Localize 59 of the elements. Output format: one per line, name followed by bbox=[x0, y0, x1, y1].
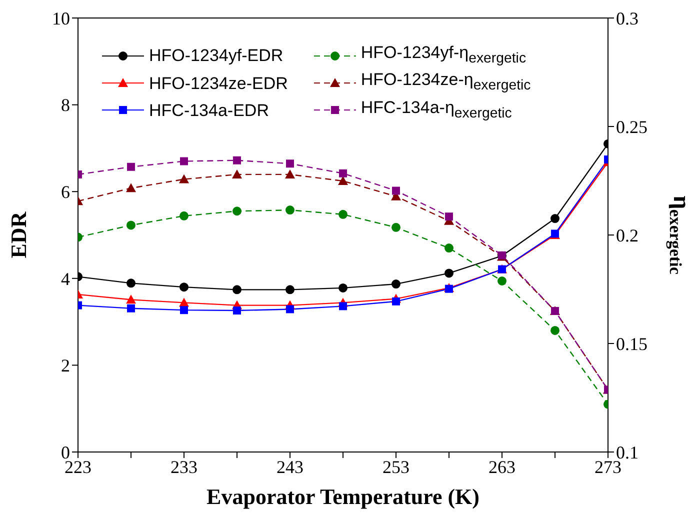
point bbox=[126, 278, 136, 288]
legend-label: HFO-1234ze-η$_{exergetic}$ bbox=[360, 69, 531, 96]
y2-tick-label: 0.3 bbox=[616, 8, 638, 28]
point bbox=[339, 302, 347, 310]
x-tick-label: 253 bbox=[382, 456, 410, 477]
point bbox=[233, 306, 241, 315]
x-tick-label: 243 bbox=[276, 456, 304, 477]
point bbox=[550, 326, 560, 335]
point bbox=[285, 169, 295, 178]
point bbox=[180, 306, 188, 314]
y2-tick-label: 0.2 bbox=[616, 225, 638, 246]
y-tick-label: 2 bbox=[61, 356, 70, 376]
y-tick-label: 0 bbox=[61, 442, 70, 462]
point bbox=[286, 206, 294, 215]
point bbox=[286, 285, 294, 294]
point bbox=[127, 162, 135, 171]
x-tick-label: 263 bbox=[488, 456, 516, 477]
point bbox=[445, 212, 453, 221]
y-tick-label: 4 bbox=[61, 268, 70, 289]
point bbox=[127, 304, 135, 312]
point bbox=[338, 176, 348, 185]
point bbox=[339, 169, 347, 178]
y-tick-label: 6 bbox=[61, 182, 70, 202]
y2-tick-label: 0.25 bbox=[616, 116, 648, 137]
point bbox=[126, 183, 136, 192]
point bbox=[232, 206, 242, 216]
point bbox=[286, 305, 294, 314]
point bbox=[233, 156, 241, 164]
point bbox=[444, 268, 454, 278]
point bbox=[126, 294, 136, 304]
x-axis-title: Evaporator Temperature (K) bbox=[206, 484, 480, 509]
legend-label: HFO-1234yf-EDR bbox=[149, 45, 284, 66]
point bbox=[444, 244, 454, 253]
point bbox=[126, 220, 136, 230]
y2-tick-label: 0.15 bbox=[616, 334, 648, 354]
x-tick-label: 233 bbox=[170, 456, 198, 477]
point bbox=[392, 280, 400, 289]
point bbox=[392, 222, 400, 232]
point bbox=[498, 276, 506, 286]
point bbox=[179, 174, 189, 184]
point bbox=[286, 160, 294, 168]
y-tick-label: 10 bbox=[52, 8, 70, 28]
point bbox=[338, 210, 348, 219]
y2-tick-label: 0.1 bbox=[616, 442, 638, 462]
point bbox=[550, 214, 560, 224]
point bbox=[180, 282, 188, 292]
y-tick-label: 8 bbox=[61, 95, 70, 116]
point bbox=[392, 297, 400, 306]
point bbox=[232, 169, 242, 178]
point bbox=[392, 186, 400, 195]
legend-label: HFC-134a-η$_{exergetic}$ bbox=[360, 96, 512, 124]
point bbox=[232, 285, 242, 294]
legend-label: HFC-134a-EDR bbox=[149, 100, 269, 121]
point bbox=[180, 211, 188, 220]
point bbox=[338, 283, 348, 292]
y-axis-title: EDR bbox=[6, 210, 31, 258]
legend-label: HFO-1234ze-EDR bbox=[149, 72, 288, 94]
point bbox=[180, 157, 188, 166]
legend-label: HFO-1234yf-η$_{exergetic}$ bbox=[360, 42, 526, 68]
